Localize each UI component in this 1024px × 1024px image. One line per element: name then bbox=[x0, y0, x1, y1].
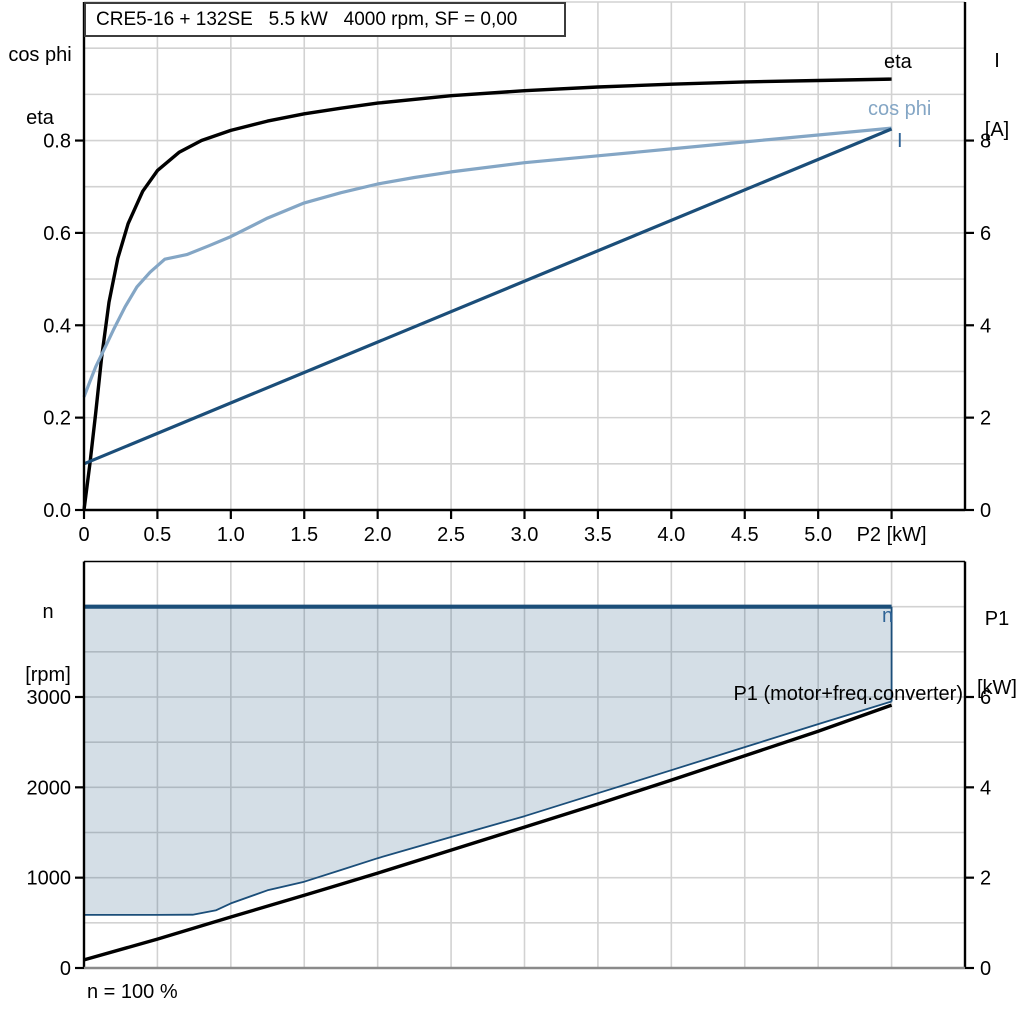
curve-label-speed: n bbox=[882, 605, 894, 627]
axis-title-p1-kw: P1 [kW] bbox=[970, 562, 1024, 746]
axis-title-speed-rpm: n [rpm] bbox=[16, 560, 80, 728]
axis-title-current: I bbox=[994, 50, 1000, 72]
x-tick-label: 4.0 bbox=[657, 524, 685, 546]
x-tick-label: 2.0 bbox=[364, 524, 392, 546]
curve-label-cos-phi: cos phi bbox=[868, 98, 932, 120]
left-tick-label: 0.6 bbox=[43, 223, 71, 245]
right-tick-label: 2 bbox=[980, 408, 991, 430]
axis-title-rpm-unit: [rpm] bbox=[25, 664, 71, 686]
right-tick-label: 2 bbox=[980, 868, 991, 890]
axis-title-eta: eta bbox=[26, 107, 54, 129]
x-tick-label: 0 bbox=[78, 524, 89, 546]
axis-title-cosphi: cos phi bbox=[8, 44, 72, 66]
right-tick-label: 6 bbox=[980, 223, 991, 245]
i-curve bbox=[83, 127, 893, 466]
left-tick-label: 0.4 bbox=[43, 315, 71, 337]
x-tick-label: 4.5 bbox=[731, 524, 759, 546]
right-tick-label: 8 bbox=[980, 131, 991, 153]
p1-motor-freq-converter--curve bbox=[83, 703, 893, 962]
x-tick-label: 2.5 bbox=[437, 524, 465, 546]
n-min-curve bbox=[84, 700, 892, 916]
axis-title-speed: n bbox=[42, 601, 54, 623]
axis-title-amps-unit: [A] bbox=[984, 119, 1010, 141]
axis-title-kw-unit: [kW] bbox=[977, 677, 1017, 699]
x-tick-label: 0.5 bbox=[144, 524, 172, 546]
speed-footnote: n = 100 % bbox=[87, 981, 178, 1003]
curve-label-p1: P1 (motor+freq.converter) bbox=[733, 683, 963, 705]
chart-title-box: CRE5-16 + 132SE 5.5 kW 4000 rpm, SF = 0,… bbox=[84, 2, 566, 37]
left-tick-label: 0.8 bbox=[43, 131, 71, 153]
curve-label-eta: eta bbox=[884, 51, 912, 73]
right-tick-label: 4 bbox=[980, 315, 991, 337]
x-tick-label: 3.5 bbox=[584, 524, 612, 546]
left-tick-label: 0.2 bbox=[43, 408, 71, 430]
left-tick-label: 2000 bbox=[27, 777, 72, 799]
left-tick-label: 1000 bbox=[27, 868, 72, 890]
right-tick-label: 4 bbox=[980, 777, 991, 799]
x-tick-label: 5.0 bbox=[804, 524, 832, 546]
curve-label-current: I bbox=[897, 130, 903, 152]
duty-range-area bbox=[84, 606, 892, 915]
x-tick-label: 3.0 bbox=[511, 524, 539, 546]
axis-title-p1: P1 bbox=[984, 608, 1010, 630]
cos-phi-curve bbox=[82, 126, 892, 398]
axis-title-cosphi-eta: cos phi eta bbox=[2, 3, 78, 171]
chart-title: CRE5-16 + 132SE 5.5 kW 4000 rpm, SF = 0,… bbox=[96, 8, 518, 30]
left-tick-label: 0.0 bbox=[43, 500, 71, 522]
left-tick-label: 0 bbox=[60, 958, 71, 980]
x-tick-label: 1.0 bbox=[217, 524, 245, 546]
right-tick-label: 0 bbox=[980, 958, 991, 980]
x-tick-label: P2 [kW] bbox=[857, 524, 927, 546]
right-tick-label: 6 bbox=[980, 687, 991, 709]
x-tick-label: 1.5 bbox=[290, 524, 318, 546]
left-tick-label: 3000 bbox=[27, 687, 72, 709]
axis-title-current-amps: I [A] bbox=[971, 4, 1023, 188]
right-tick-label: 0 bbox=[980, 500, 991, 522]
eta-curve bbox=[82, 77, 892, 511]
